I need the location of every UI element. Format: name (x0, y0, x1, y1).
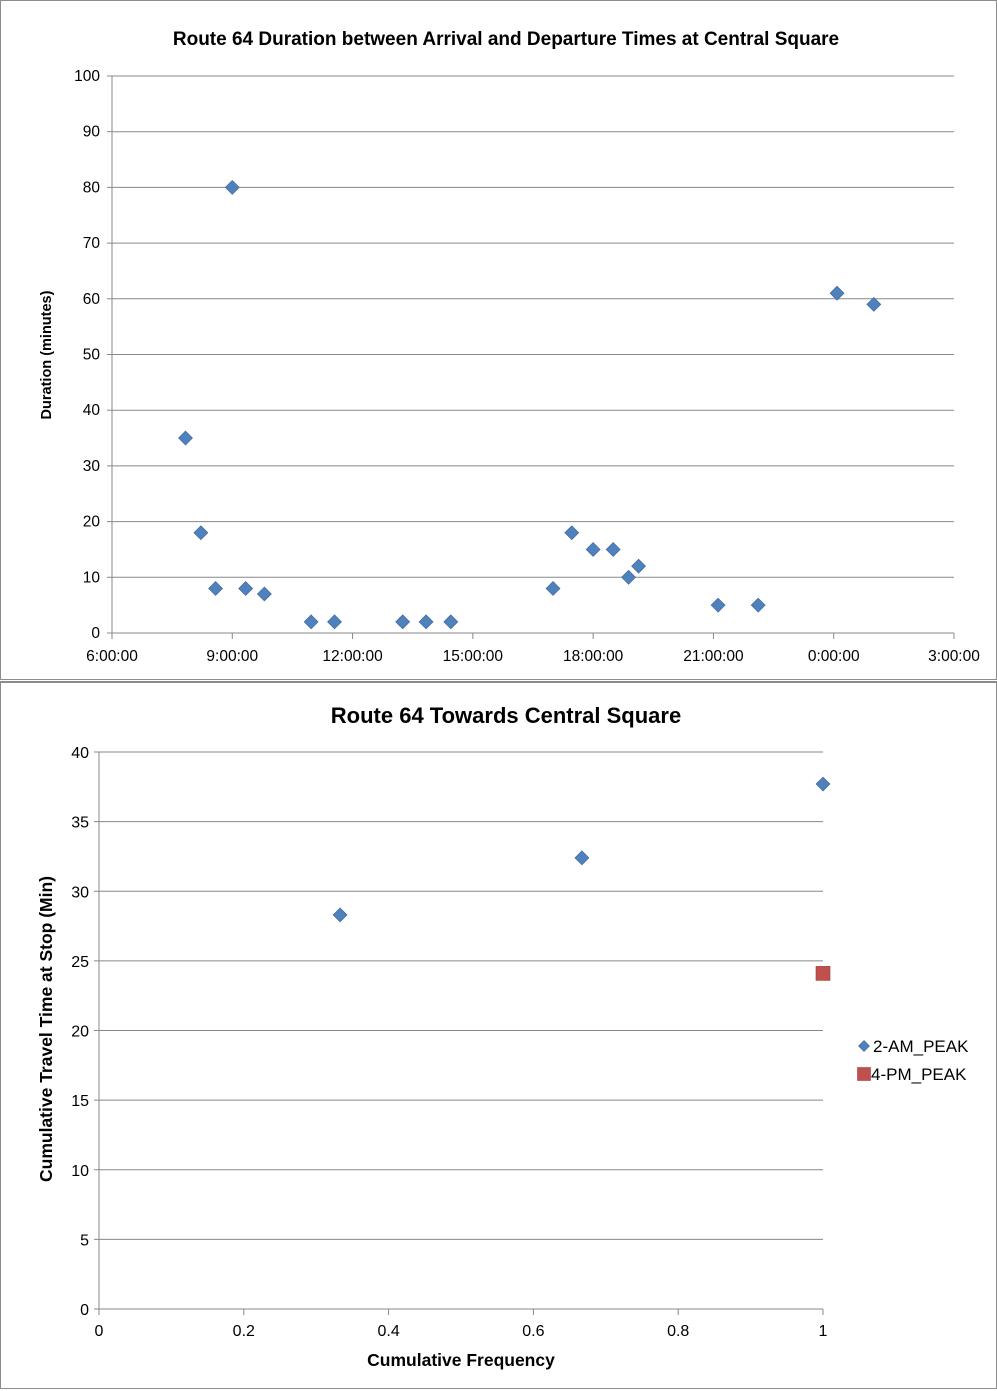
x-tick-label: 0.6 (522, 1323, 544, 1340)
y-tick-label: 10 (83, 569, 101, 586)
chart-title: Route 64 Towards Central Square (331, 703, 681, 728)
data-point (193, 525, 209, 541)
data-point (178, 430, 193, 446)
data-point (545, 581, 561, 596)
data-point (866, 296, 882, 312)
data-point (710, 597, 726, 613)
data-point (829, 285, 845, 301)
x-tick-label: 6:00:00 (86, 648, 138, 665)
legend: 2-AM_PEAK 4-PM_PEAK (857, 1037, 969, 1084)
y-tick-label: 35 (71, 815, 89, 832)
data-point (238, 581, 254, 596)
x-tick-label: 3:00:00 (928, 648, 980, 665)
y-tick-label: 5 (80, 1232, 89, 1249)
duration-scatter-chart: Route 64 Duration between Arrival and De… (39, 29, 980, 665)
y-tick-label: 40 (71, 745, 89, 762)
chart-panel-travel-time: Route 64 Towards Central Square Cumulati… (0, 681, 997, 1389)
y-tick-label: 50 (83, 347, 101, 364)
data-point (303, 614, 319, 630)
x-tick-label: 12:00:00 (322, 648, 383, 665)
legend-label: 2-AM_PEAK (873, 1037, 969, 1056)
data-point (631, 558, 647, 574)
data-point (332, 907, 348, 923)
x-tick-label: 0:00:00 (808, 648, 860, 665)
data-point (418, 614, 434, 630)
data-point (564, 525, 580, 541)
y-axis-label: Duration (minutes) (39, 290, 55, 419)
data-point (815, 776, 831, 792)
y-tick-label: 25 (71, 954, 89, 971)
y-tick-label: 80 (83, 179, 101, 196)
data-point (605, 542, 621, 557)
legend-marker (857, 1067, 871, 1081)
data-point (443, 614, 459, 630)
x-tick-label: 0 (95, 1323, 104, 1340)
data-point (750, 597, 766, 613)
legend-label: 4-PM_PEAK (871, 1065, 967, 1084)
x-tick-label: 9:00:00 (206, 648, 258, 665)
x-tick-label: 1 (819, 1323, 828, 1340)
x-tick-label: 21:00:00 (683, 648, 744, 665)
chart-panel-duration: Route 64 Duration between Arrival and De… (0, 0, 997, 680)
y-tick-label: 30 (71, 884, 89, 901)
data-point (224, 179, 240, 195)
y-tick-label: 30 (83, 458, 101, 475)
y-tick-label: 40 (83, 402, 101, 419)
legend-marker (858, 1040, 870, 1052)
y-tick-label: 20 (71, 1024, 89, 1041)
x-axis-label: Cumulative Frequency (367, 1350, 555, 1370)
y-tick-label: 20 (83, 514, 101, 531)
x-tick-label: 0.8 (667, 1323, 689, 1340)
data-point (574, 850, 590, 866)
x-tick-label: 0.4 (377, 1323, 399, 1340)
chart-title: Route 64 Duration between Arrival and De… (173, 29, 839, 50)
y-tick-label: 60 (83, 291, 101, 308)
x-tick-label: 0.2 (233, 1323, 255, 1340)
data-point (208, 581, 224, 596)
y-tick-label: 90 (83, 124, 101, 141)
data-point (621, 569, 636, 585)
y-tick-label: 100 (74, 68, 100, 85)
data-point (256, 586, 272, 602)
data-point (815, 966, 831, 981)
y-tick-label: 15 (71, 1093, 89, 1110)
travel-time-scatter-chart: Route 64 Towards Central Square Cumulati… (36, 703, 969, 1370)
data-point (327, 614, 342, 630)
y-tick-label: 0 (80, 1302, 89, 1319)
y-tick-label: 0 (91, 625, 100, 642)
data-point (395, 614, 411, 630)
y-axis-label: Cumulative Travel Time at Stop (Min) (36, 876, 56, 1182)
x-tick-label: 18:00:00 (563, 648, 624, 665)
y-tick-label: 10 (71, 1163, 89, 1180)
x-tick-label: 15:00:00 (443, 648, 504, 665)
data-point (585, 542, 601, 557)
y-tick-label: 70 (83, 235, 101, 252)
